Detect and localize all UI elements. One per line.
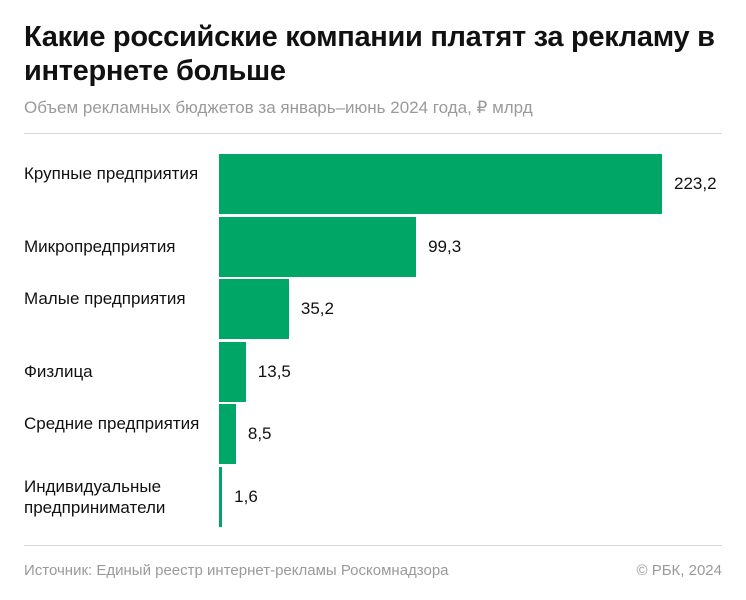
value-label: 8,5 — [247, 424, 272, 444]
category-label: Индивидуальные предприниматели — [24, 477, 166, 517]
bar — [219, 154, 662, 214]
category-label: Физлица — [24, 362, 93, 382]
value-label: 1,6 — [234, 487, 258, 506]
bar — [219, 404, 236, 465]
value-label: 223,2 — [674, 174, 717, 193]
value-label: 13,5 — [257, 361, 291, 381]
chart-title: Какие российские компании платят за рекл… — [24, 21, 715, 87]
copyright: © РБК, 2024 — [636, 562, 722, 579]
value-label: 99,3 — [428, 236, 462, 256]
category-label: Крупные предприятия — [24, 164, 199, 183]
chart-subtitle: Объем рекламных бюджетов за январь–июнь … — [24, 98, 533, 117]
value-label: 35,2 — [300, 299, 334, 319]
category-label: Микропредприятия — [24, 237, 176, 257]
bar — [219, 279, 289, 340]
header-divider — [24, 133, 722, 134]
source-note: Источник: Единый реестр интернет-рекламы… — [24, 562, 449, 579]
category-label: Малые предприятия — [24, 289, 186, 309]
bar — [219, 216, 417, 277]
footer-divider — [24, 545, 722, 546]
bar — [219, 341, 246, 402]
category-label: Средние предприятия — [24, 414, 200, 434]
bar — [219, 467, 223, 527]
